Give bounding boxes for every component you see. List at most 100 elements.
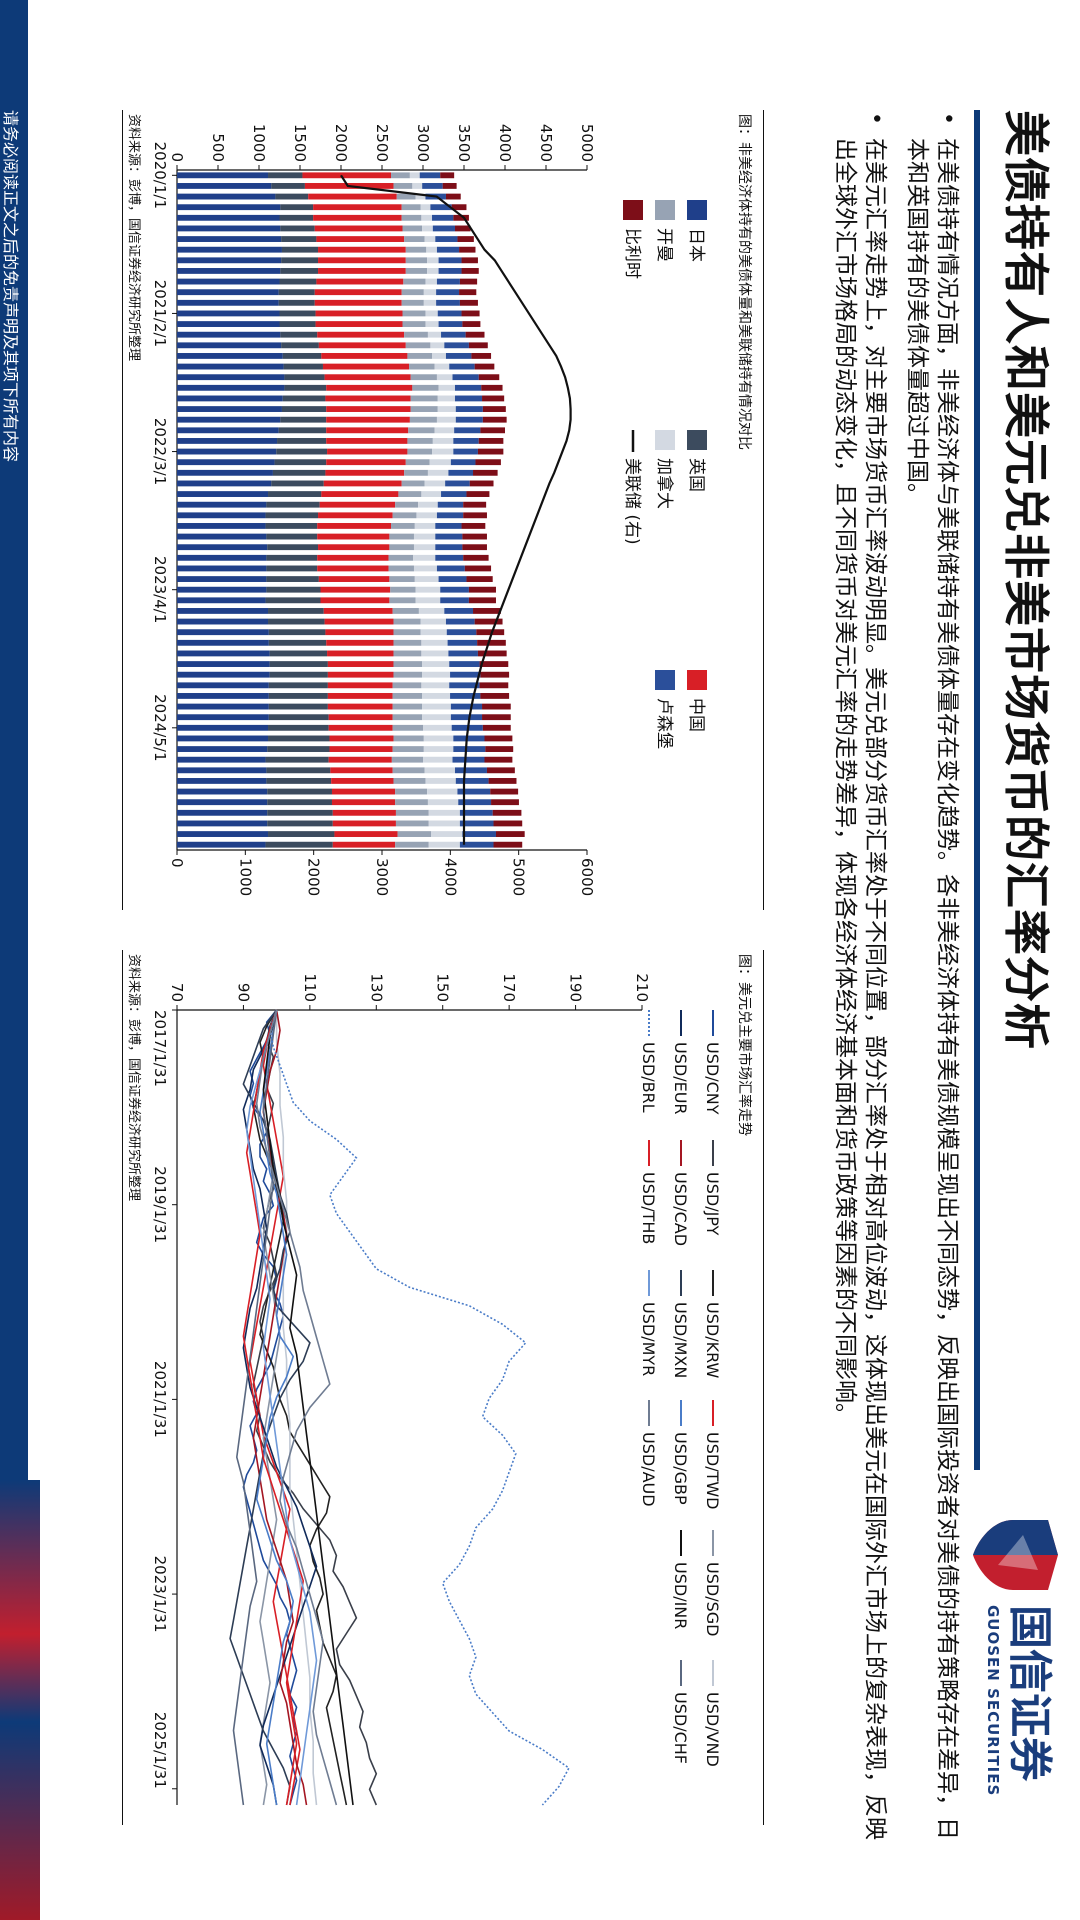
bar-segment — [421, 491, 442, 497]
bar-segment — [421, 682, 450, 689]
bar-segment — [478, 438, 504, 444]
bar-segment — [177, 820, 268, 827]
footer-accent — [0, 1480, 40, 1920]
bar-segment — [331, 799, 396, 806]
bar-segment — [176, 299, 279, 306]
bar-segment — [423, 746, 454, 752]
bar-segment — [488, 778, 517, 784]
bar-segment — [177, 639, 269, 646]
legend-label: USD/CAD — [671, 1172, 690, 1246]
bar-segment — [177, 544, 268, 551]
bar-segment — [427, 268, 439, 274]
bar-segment — [391, 523, 415, 529]
bar-segment — [392, 703, 423, 710]
bar-segment — [177, 236, 282, 242]
bar-segment — [393, 650, 422, 657]
bar-segment — [268, 724, 329, 731]
bar-segment — [454, 427, 481, 434]
bar-segment — [326, 459, 406, 466]
bar-segment — [329, 735, 394, 742]
bar-segment — [315, 321, 403, 327]
bar-segment — [266, 565, 318, 572]
bar-segment — [459, 820, 494, 827]
bar-segment — [177, 257, 282, 264]
bar-segment — [432, 353, 446, 359]
bar-segment — [459, 278, 478, 285]
bar-segment — [435, 236, 458, 242]
bar-segment — [423, 299, 437, 306]
bar-segment — [268, 608, 324, 614]
bar-segment — [450, 703, 483, 710]
bar-segment — [334, 831, 398, 837]
y-tick-label-left: 2000 — [332, 124, 350, 162]
bar-segment — [395, 788, 428, 795]
bar-segment — [281, 342, 319, 349]
legend-swatch — [623, 200, 643, 220]
bar-segment — [451, 204, 467, 211]
bar-segment — [434, 363, 450, 370]
bar-segment — [405, 459, 430, 466]
bar-segment — [493, 841, 523, 848]
bar-segment — [393, 639, 422, 646]
bar-segment — [327, 703, 393, 710]
bar-segment — [395, 501, 419, 508]
bar-segment — [484, 735, 513, 742]
bar-segment — [397, 831, 432, 837]
bar-segment — [317, 554, 389, 561]
bar-segment — [404, 331, 428, 338]
x-tick-label: 2019/1/31 — [151, 1166, 169, 1243]
bar-segment — [446, 629, 477, 636]
chart-source: 资料来源：彭博，国信证券经济研究所整理 — [126, 114, 141, 362]
bar-segment — [271, 183, 305, 189]
y-tick-label-left: 3000 — [414, 124, 432, 162]
bar-segment — [280, 225, 315, 232]
bar-segment — [432, 225, 455, 232]
bar-segment — [177, 204, 281, 211]
bar-segment — [177, 310, 280, 317]
bar-segment — [468, 597, 496, 604]
bar-segment — [404, 236, 425, 242]
bar-segment — [177, 809, 268, 816]
bar-segment — [423, 735, 454, 742]
bar-segment — [464, 565, 492, 572]
bar-segment — [269, 650, 328, 657]
bar-segment — [268, 703, 328, 710]
bar-segment — [282, 395, 326, 402]
bar-segment — [448, 650, 478, 657]
legend-swatch — [687, 200, 707, 220]
brand-name-en: GUOSEN SECURITIES — [984, 1605, 1002, 1797]
bar-segment — [393, 661, 423, 667]
bar-segment — [425, 310, 438, 317]
bar-segment — [420, 204, 431, 211]
legend-label: USD/AUD — [639, 1432, 658, 1507]
bar-segment — [436, 299, 460, 306]
bar-segment — [176, 172, 269, 179]
legend-label: USD/INR — [671, 1562, 690, 1629]
bar-segment — [177, 225, 281, 232]
fed-line — [340, 174, 572, 845]
bar-segment — [457, 788, 491, 795]
bar-segment — [409, 416, 437, 423]
bar-segment — [266, 501, 320, 508]
bar-segment — [409, 172, 420, 179]
bar-segment — [410, 395, 438, 402]
bar-segment — [418, 501, 438, 508]
bar-segment — [431, 831, 463, 837]
legend-label: USD/EUR — [671, 1042, 690, 1115]
bar-segment — [425, 778, 456, 784]
bar-segment — [407, 448, 433, 455]
bar-segment — [435, 544, 463, 551]
bar-segment — [421, 639, 448, 646]
bar-segment — [448, 469, 474, 476]
bar-segment — [265, 841, 333, 848]
bar-segment — [430, 204, 452, 211]
bar-segment — [177, 693, 269, 699]
bar-segment — [177, 597, 266, 604]
fx-line — [252, 1009, 348, 1806]
bar-segment — [317, 523, 392, 529]
page-title: 美债持有人和美元兑非美市场货币的汇率分析 — [999, 110, 1053, 1050]
bar-segment — [477, 448, 504, 455]
bar-segment — [176, 480, 272, 487]
bar-segment — [318, 246, 406, 253]
bar-segment — [268, 629, 326, 636]
